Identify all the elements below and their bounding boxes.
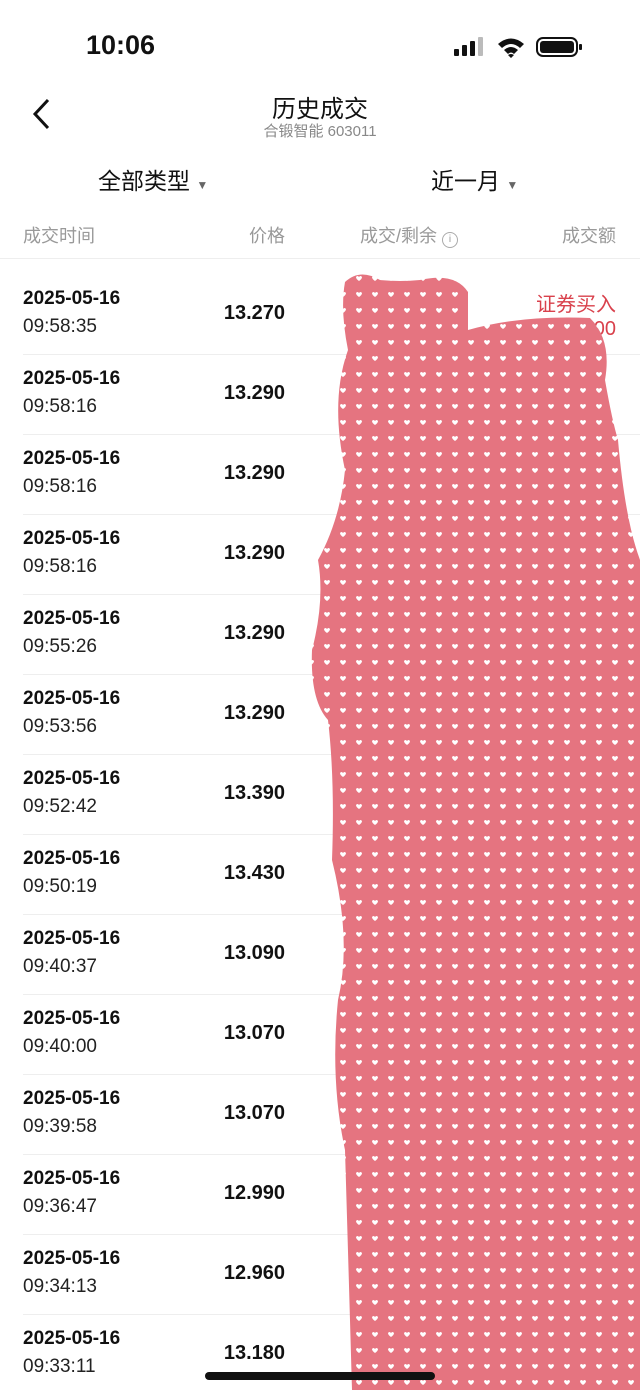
trade-date: 2025-05-16 bbox=[23, 288, 121, 309]
trade-price: 13.430 bbox=[223, 862, 285, 884]
column-header: 价格 bbox=[249, 226, 285, 246]
trade-time: 09:58:16 bbox=[23, 556, 97, 577]
trade-price: 13.090 bbox=[223, 942, 285, 964]
trade-price: 12.990 bbox=[223, 1182, 285, 1204]
trade-time: 09:40:00 bbox=[23, 1036, 97, 1057]
trade-date: 2025-05-16 bbox=[23, 928, 121, 949]
trade-price: 13.180 bbox=[223, 1342, 285, 1364]
trade-price: 12.960 bbox=[223, 1262, 285, 1284]
trade-price: 13.290 bbox=[223, 702, 285, 724]
filter-label: 全部类型 bbox=[98, 168, 190, 194]
trade-price: 13.290 bbox=[223, 462, 285, 484]
status-icons bbox=[454, 37, 582, 58]
column-header: 成交/剩余 i bbox=[360, 222, 459, 248]
row-divider bbox=[23, 1074, 640, 1075]
trade-time: 09:55:26 bbox=[23, 636, 97, 657]
trade-date: 2025-05-16 bbox=[23, 848, 121, 869]
row-divider bbox=[23, 514, 640, 515]
page-title: 历史成交 bbox=[272, 96, 368, 123]
trade-time: 09:36:47 bbox=[23, 1196, 97, 1217]
trade-price: 13.290 bbox=[223, 542, 285, 564]
row-divider bbox=[23, 914, 640, 915]
trade-date: 2025-05-16 bbox=[23, 1248, 121, 1269]
trade-date: 2025-05-16 bbox=[23, 528, 121, 549]
row-divider bbox=[23, 434, 640, 435]
trade-date: 2025-05-16 bbox=[23, 688, 121, 709]
column-header-text: 成交/剩余 bbox=[360, 226, 438, 246]
trade-price: 13.270 bbox=[223, 302, 285, 324]
column-header: 成交时间 bbox=[23, 226, 95, 246]
row-divider bbox=[23, 1314, 640, 1315]
row-divider bbox=[23, 994, 640, 995]
trade-time: 09:39:58 bbox=[23, 1116, 97, 1137]
trade-time: 09:34:13 bbox=[23, 1276, 97, 1297]
trade-date: 2025-05-16 bbox=[23, 608, 121, 629]
row-divider bbox=[23, 354, 640, 355]
trade-price: 13.390 bbox=[223, 782, 285, 804]
trade-price: 13.290 bbox=[223, 382, 285, 404]
trade-price: 13.290 bbox=[223, 622, 285, 644]
filter-label: 近一月 bbox=[431, 168, 500, 194]
trade-time: 09:33:11 bbox=[23, 1356, 96, 1377]
divider bbox=[0, 258, 640, 259]
trade-time: 09:58:35 bbox=[23, 316, 97, 337]
row-divider bbox=[23, 834, 640, 835]
trade-time: 09:53:56 bbox=[23, 716, 97, 737]
page-subtitle: 合锻智能 603011 bbox=[263, 123, 377, 140]
trade-date: 2025-05-16 bbox=[23, 368, 121, 389]
type-filter[interactable]: 全部类型 ▼ bbox=[98, 168, 209, 194]
trade-time: 09:58:16 bbox=[23, 476, 97, 497]
trade-date: 2025-05-16 bbox=[23, 1328, 121, 1349]
back-button[interactable] bbox=[28, 96, 56, 132]
trade-time: 09:50:19 bbox=[23, 876, 97, 897]
trade-date: 2025-05-16 bbox=[23, 1008, 121, 1029]
trade-date: 2025-05-16 bbox=[23, 1088, 121, 1109]
trade-price: 13.070 bbox=[223, 1022, 285, 1044]
row-divider bbox=[23, 1234, 640, 1235]
trade-time: 09:52:42 bbox=[23, 796, 97, 817]
trade-date: 2025-05-16 bbox=[23, 1168, 121, 1189]
period-filter[interactable]: 近一月 ▼ bbox=[431, 168, 519, 194]
trade-time: 09:40:37 bbox=[23, 956, 97, 977]
column-header: 成交额 bbox=[562, 226, 616, 246]
home-indicator bbox=[205, 1372, 435, 1380]
trade-date: 2025-05-16 bbox=[23, 768, 121, 789]
trade-type: 证券买入 bbox=[536, 294, 616, 316]
row-divider bbox=[23, 1154, 640, 1155]
trade-time: 09:58:16 bbox=[23, 396, 97, 417]
status-time: 10:06 bbox=[86, 30, 156, 60]
trade-date: 2025-05-16 bbox=[23, 448, 121, 469]
trade-price: 13.070 bbox=[223, 1102, 285, 1124]
